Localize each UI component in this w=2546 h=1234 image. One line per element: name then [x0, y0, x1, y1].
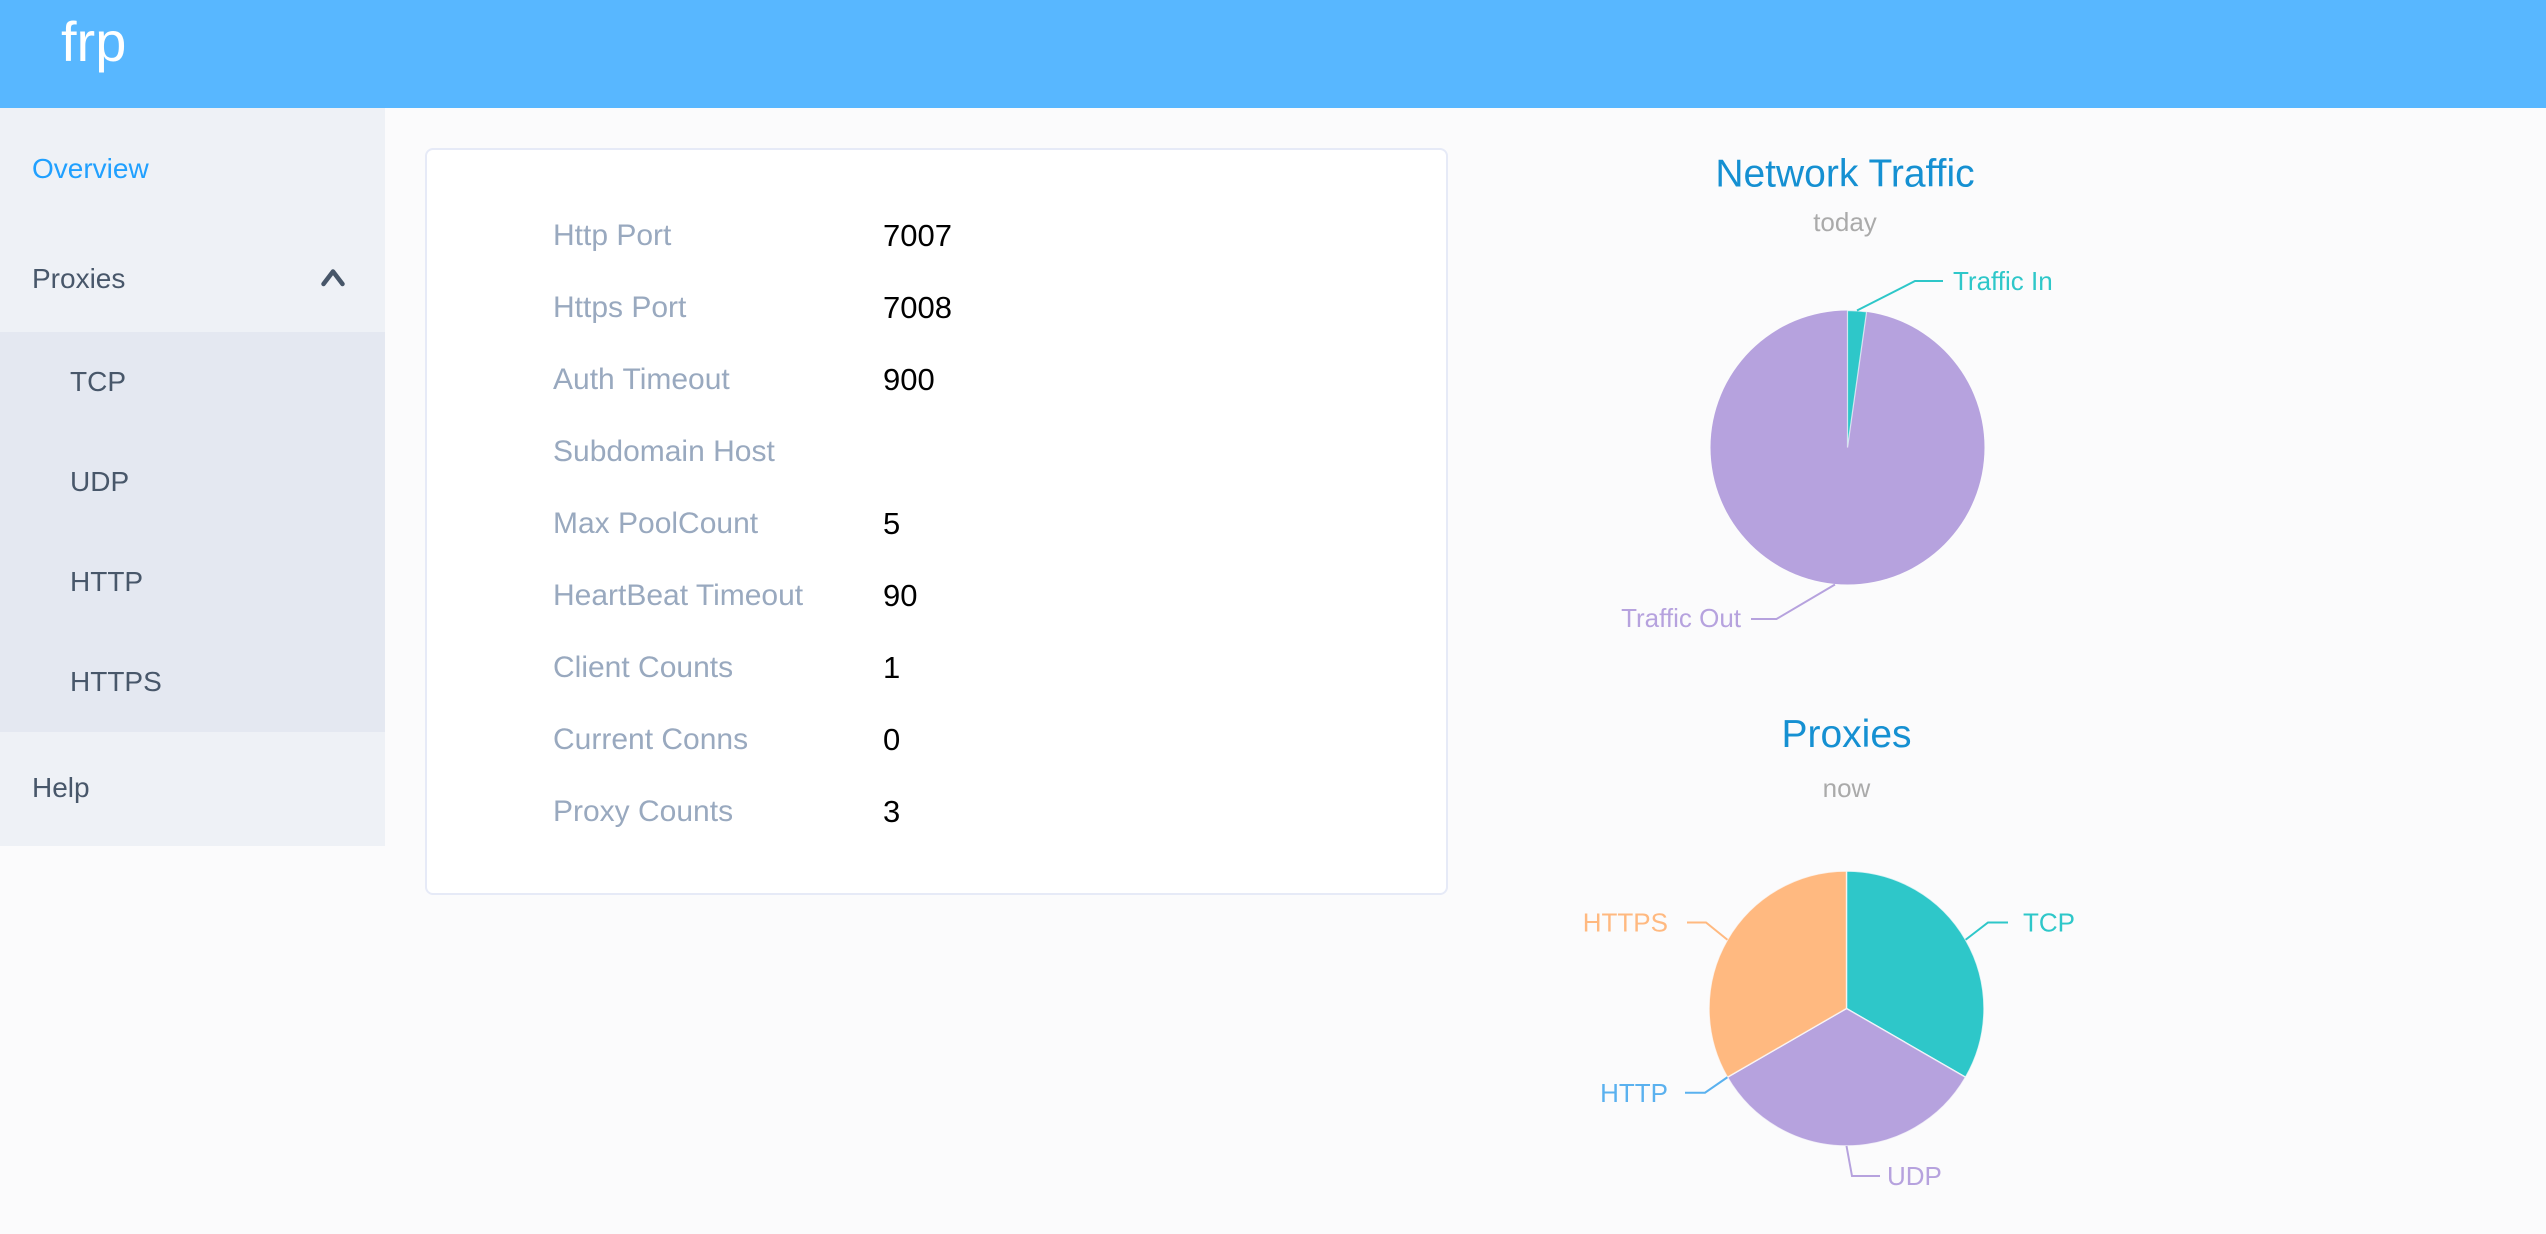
svg-text:Traffic Out: Traffic Out	[1621, 603, 1742, 633]
svg-text:today: today	[1813, 207, 1877, 237]
svg-text:HTTP: HTTP	[1600, 1078, 1668, 1108]
svg-text:now: now	[1823, 773, 1871, 803]
svg-text:Network Traffic: Network Traffic	[1715, 153, 1974, 196]
svg-text:UDP: UDP	[1887, 1161, 1942, 1191]
svg-text:Proxies: Proxies	[1781, 713, 1911, 756]
svg-text:HTTPS: HTTPS	[1583, 908, 1668, 938]
svg-text:TCP: TCP	[2023, 908, 2075, 938]
svg-text:Traffic In: Traffic In	[1953, 266, 2053, 296]
